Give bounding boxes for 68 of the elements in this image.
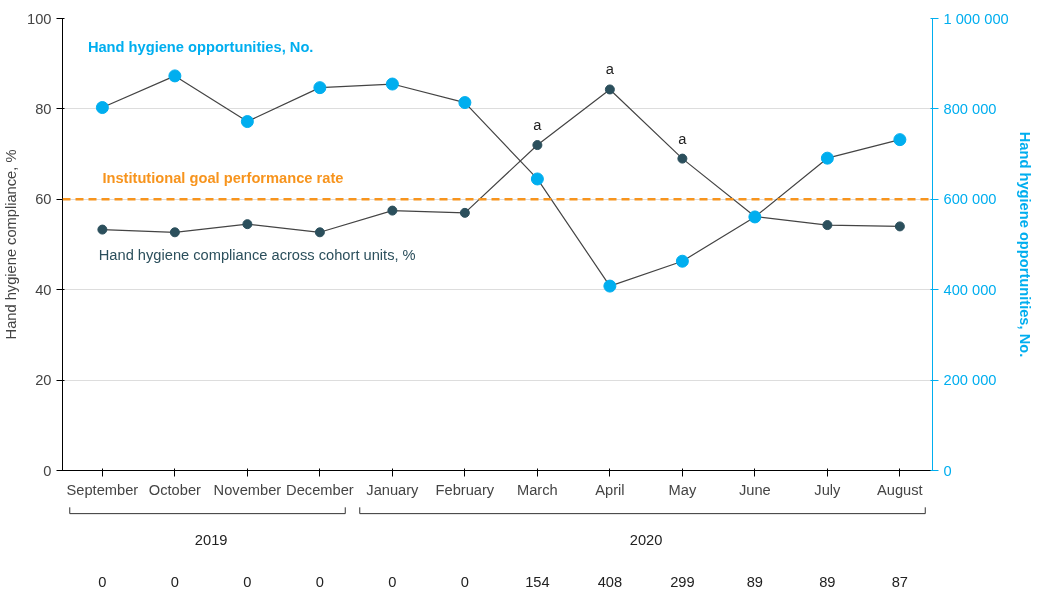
point (893, 133, 907, 147)
text: 0 (170, 574, 179, 591)
x-tick-label: September (66, 481, 139, 498)
x-tick-label: December (286, 481, 354, 498)
y2-tick-label: 800 000 (943, 100, 997, 117)
point (387, 205, 398, 216)
y-tick-label: 100 (27, 10, 52, 27)
ref-line-label: Institutional goal performance rate (102, 169, 344, 186)
y2-tick-label: 600 000 (943, 191, 997, 208)
x-tick-label: August (877, 481, 923, 498)
text: 0 (243, 574, 252, 591)
x-tick-label: October (148, 481, 202, 498)
y-axis-title: Hand hygiene compliance, % (3, 149, 20, 340)
series-label: Hand hygiene compliance across cohort units, % (98, 246, 416, 263)
point (820, 151, 834, 165)
text: 0 (315, 574, 324, 591)
point (822, 220, 833, 231)
point (677, 153, 688, 164)
x-tick-label: February (435, 481, 495, 498)
point (532, 140, 543, 151)
point (894, 221, 905, 232)
x-tick-label: July (814, 481, 842, 498)
point (530, 172, 544, 186)
point (168, 69, 182, 83)
y2-tick-label: 200 000 (943, 372, 997, 389)
point (242, 219, 253, 230)
y2-axis-title: Hand hygiene opportunities, No. (1016, 131, 1033, 358)
text: 87 (891, 574, 909, 591)
y2-tick-label: 400 000 (943, 281, 997, 298)
y2-tick-label: 1 000 000 (943, 10, 1009, 27)
point (95, 101, 109, 115)
point (459, 207, 470, 218)
point (385, 77, 399, 91)
point (458, 96, 472, 110)
point (314, 227, 325, 238)
y2-tick-label: 0 (943, 462, 952, 479)
y-tick-label: 20 (35, 372, 52, 389)
x-tick-label: January (366, 481, 420, 498)
x-tick-label: March (517, 481, 558, 498)
x-tick-label: June (738, 481, 771, 498)
y-tick-label: 0 (43, 462, 52, 479)
text: 89 (819, 574, 836, 591)
x-tick-label: November (213, 481, 282, 498)
point (97, 224, 108, 235)
point (675, 254, 689, 268)
point (240, 115, 254, 129)
series-label: Hand hygiene opportunities, No. (87, 38, 314, 55)
point (169, 227, 180, 238)
point (604, 84, 615, 95)
text: 299 (670, 574, 695, 591)
annotation: a (605, 61, 615, 78)
y-tick-label: 80 (35, 100, 52, 117)
text: 2019 (194, 532, 228, 549)
annotation: a (533, 117, 543, 134)
text: 408 (597, 574, 623, 591)
x-tick-label: April (595, 481, 625, 498)
text: 0 (98, 574, 107, 591)
text: 154 (525, 574, 550, 591)
text: 89 (746, 574, 764, 591)
y-tick-label: 40 (35, 281, 52, 298)
x-tick-label: May (668, 481, 697, 498)
point (313, 81, 327, 95)
point (603, 279, 617, 293)
text: 0 (460, 574, 469, 591)
text: 2020 (629, 532, 663, 549)
annotation: a (678, 130, 688, 147)
y-tick-label: 60 (35, 191, 52, 208)
text: 0 (388, 574, 397, 591)
